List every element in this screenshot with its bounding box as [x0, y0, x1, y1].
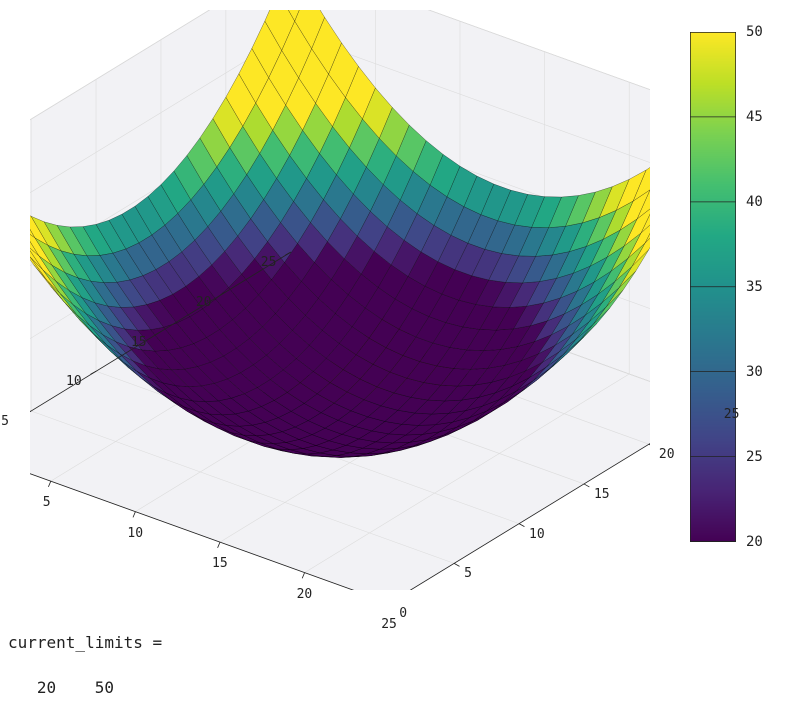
colorbar-tick-label: 40: [746, 194, 763, 210]
axis-tick-label: 25: [724, 407, 740, 422]
console-value-1: 50: [95, 678, 114, 697]
axis-tick-label: 10: [66, 374, 82, 389]
axis-tick-label: 20: [196, 295, 212, 310]
axis-tick-label: 15: [131, 335, 147, 350]
colorbar-tick-label: 45: [746, 109, 763, 125]
axis-tick-label: 15: [594, 487, 610, 502]
colorbar-tick-label: 35: [746, 279, 763, 295]
axis-tick-label: 20: [659, 447, 675, 462]
console-value-0: 20: [37, 678, 56, 697]
axis-tick-label: 5: [1, 414, 9, 429]
colorbar-tick-label: 30: [746, 364, 763, 380]
colorbar-tick-label: 25: [746, 449, 763, 465]
axis-tick-label: 0: [399, 606, 407, 621]
axis-tick-label: 25: [381, 617, 397, 632]
axis-tick-label: 10: [127, 526, 143, 541]
axis-tick-label: 20: [297, 587, 313, 602]
axis-tick-label: 15: [212, 556, 228, 571]
console-varname: current_limits: [8, 633, 143, 652]
colorbar: [690, 32, 736, 542]
colorbar-tick-label: 20: [746, 534, 763, 550]
axis-tick-label: 25: [261, 255, 277, 270]
axis-tick-label: 10: [529, 527, 545, 542]
console-output: current_limits = 20 50: [8, 610, 162, 700]
surface-plot-3d: [30, 10, 650, 590]
axis-tick-label: 5: [43, 495, 51, 510]
axis-tick-label: 5: [464, 566, 472, 581]
colorbar-tick-label: 50: [746, 24, 763, 40]
